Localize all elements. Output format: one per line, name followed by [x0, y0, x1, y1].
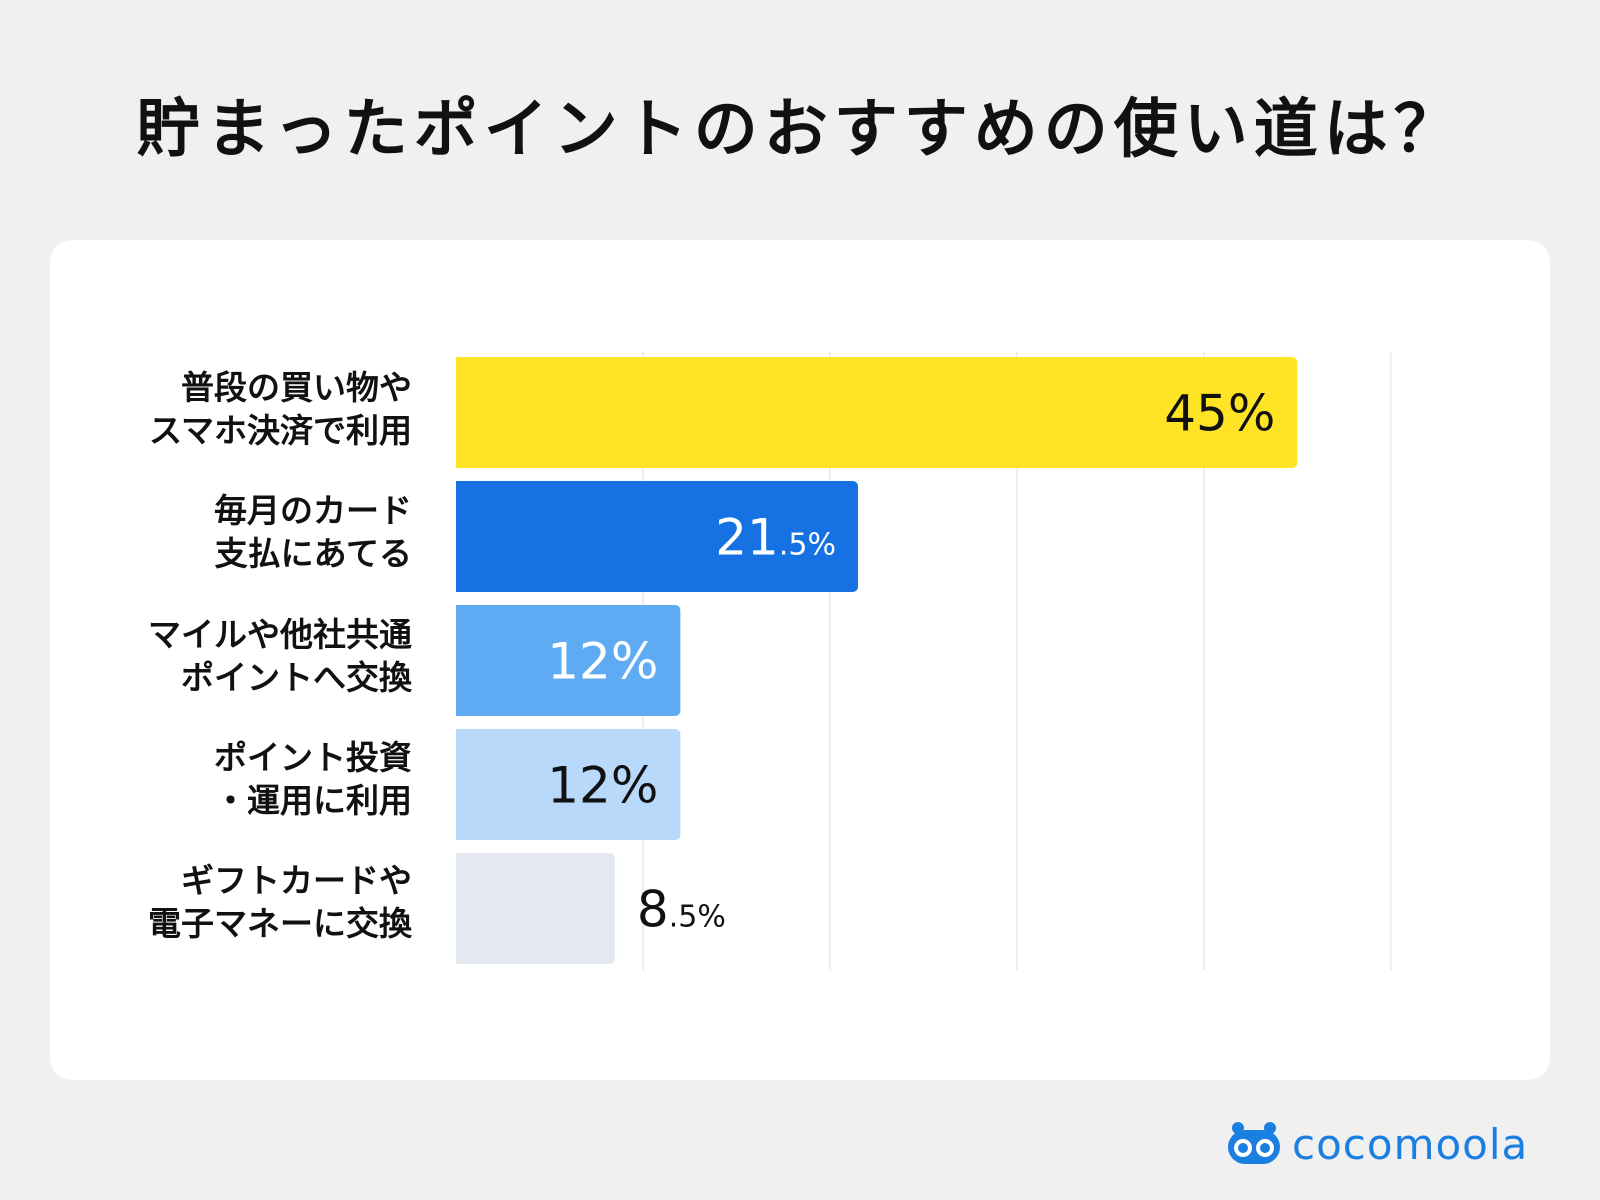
value-label-2: 12% [547, 633, 658, 691]
category-label-0: 普段の買い物や スマホ決済で利用 [148, 368, 412, 450]
bar-4 [456, 853, 615, 964]
cocomoola-logo-icon [1228, 1122, 1280, 1164]
bar-1 [456, 481, 858, 592]
category-label-2: マイルや他社共通 ポイントへ交換 [148, 615, 412, 697]
category-label-1: 毎月のカード 支払にあてる [214, 491, 412, 573]
category-label-4: ギフトカードや 電子マネーに交換 [148, 861, 412, 943]
value-label-4: 8.5% [637, 881, 726, 939]
page-title: 貯まったポイントのおすすめの使い道は？ [136, 93, 1464, 167]
bar-0 [456, 357, 1298, 468]
bar-3 [456, 729, 681, 840]
brand-name: cocomoola [1292, 1119, 1529, 1169]
value-label-3: 12% [547, 757, 658, 815]
value-label-0: 45% [1164, 385, 1275, 443]
brand-logo: cocomoola [1226, 1118, 1528, 1170]
category-label-3: ポイント投資 ・運用に利用 [214, 738, 412, 820]
bar-2 [456, 605, 681, 716]
value-label-1: 21.5% [715, 509, 836, 567]
